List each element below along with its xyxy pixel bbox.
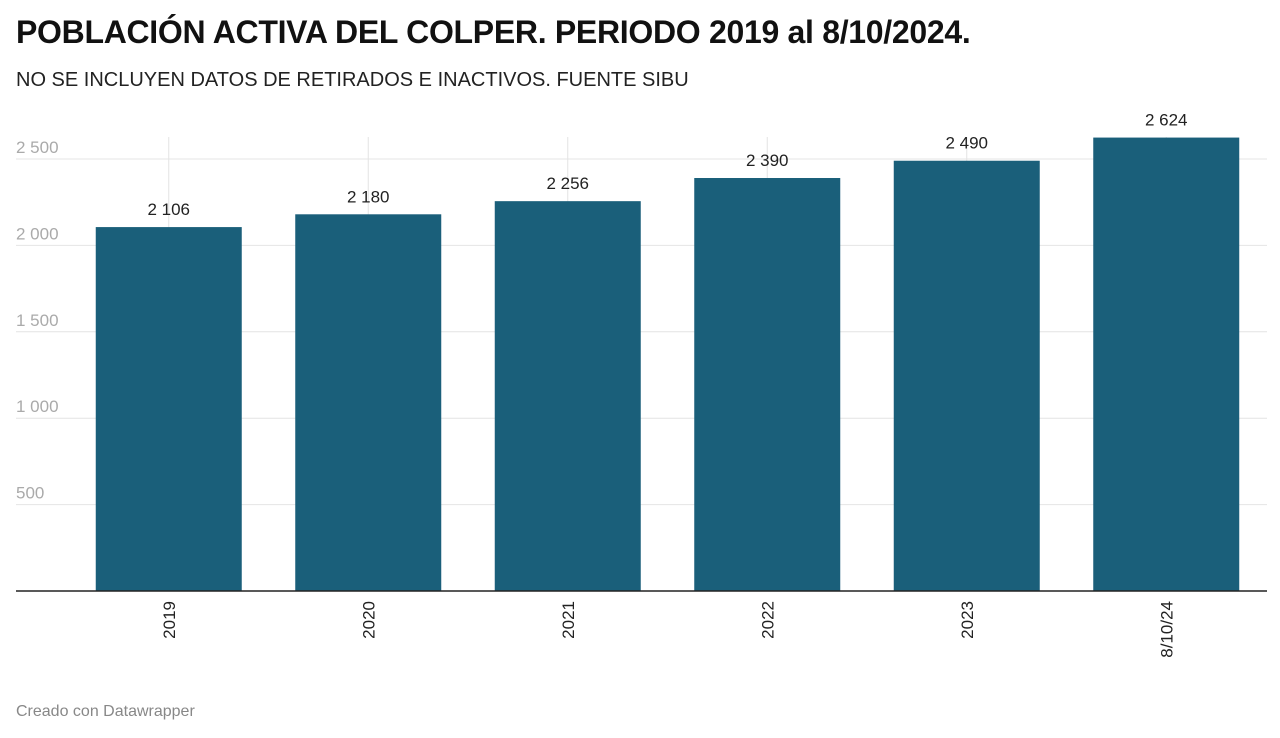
bar bbox=[893, 160, 1040, 591]
chart-title: POBLACIÓN ACTIVA DEL COLPER. PERIODO 201… bbox=[16, 14, 971, 50]
x-category-label: 2021 bbox=[559, 601, 578, 639]
bar-value-label: 2 106 bbox=[147, 200, 190, 219]
bar bbox=[295, 214, 442, 591]
x-category-label: 2020 bbox=[359, 601, 378, 639]
bar-value-label: 2 490 bbox=[945, 134, 988, 153]
bar-value-label: 2 256 bbox=[546, 174, 589, 193]
x-category-label: 2019 bbox=[160, 601, 179, 639]
bar bbox=[1093, 137, 1240, 591]
value-labels: 2 106 2 180 2 256 2 390 2 490 2 624 bbox=[147, 111, 1187, 220]
y-tick-label: 1 000 bbox=[16, 397, 59, 416]
x-category-label: 2023 bbox=[958, 601, 977, 639]
bar bbox=[694, 178, 841, 591]
y-tick-label: 2 000 bbox=[16, 224, 59, 243]
bar-value-label: 2 180 bbox=[347, 187, 390, 206]
y-tick-label: 2 500 bbox=[16, 138, 59, 157]
y-axis-ticks: 500 1 000 1 500 2 000 2 500 bbox=[16, 138, 59, 503]
chart-subtitle: NO SE INCLUYEN DATOS DE RETIRADOS E INAC… bbox=[16, 69, 689, 91]
x-axis-labels: 2019 2020 2021 2022 2023 8/10/24 bbox=[160, 601, 1177, 658]
credit-text: Creado con Datawrapper bbox=[16, 703, 195, 720]
y-tick-label: 1 500 bbox=[16, 311, 59, 330]
bar-value-label: 2 390 bbox=[746, 151, 789, 170]
bar-value-label: 2 624 bbox=[1145, 111, 1188, 130]
x-category-label: 2022 bbox=[758, 601, 777, 639]
x-category-label: 8/10/24 bbox=[1157, 601, 1176, 658]
bars bbox=[95, 137, 1240, 592]
y-tick-label: 500 bbox=[16, 484, 44, 503]
bar bbox=[494, 201, 641, 591]
bar bbox=[95, 227, 242, 592]
